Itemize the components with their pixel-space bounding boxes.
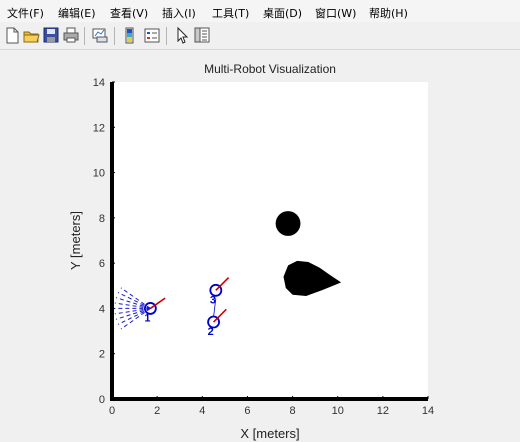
- obstacle-circle: [275, 211, 301, 236]
- robot-heading-line: [213, 308, 227, 323]
- property-inspector-icon[interactable]: [193, 26, 211, 44]
- x-tick-label: 2: [154, 405, 160, 417]
- x-tick-label: 14: [422, 405, 434, 417]
- lidar-ray: [117, 307, 151, 325]
- y-tick-label: 4: [99, 303, 105, 315]
- robot-id-label: 1: [144, 312, 150, 324]
- x-tick-label: 4: [199, 405, 205, 417]
- y-tick-label: 12: [93, 122, 105, 134]
- toolbar-separator: [84, 27, 85, 45]
- robot-1: 1: [114, 287, 166, 330]
- robot-3: 3: [209, 277, 230, 306]
- chart-title: Multi-Robot Visualization: [204, 62, 336, 76]
- y-tick-label: 0: [99, 394, 105, 406]
- lidar-ray: [115, 297, 151, 309]
- robot-body: [143, 302, 157, 315]
- axes-background: [112, 82, 428, 399]
- menu-item-6[interactable]: 窗口(W): [315, 7, 357, 20]
- robot-body: [209, 283, 223, 297]
- new-file-icon[interactable]: [3, 26, 21, 44]
- x-tick-label: 6: [244, 405, 250, 417]
- lidar-ray: [120, 308, 151, 330]
- menu-item-4[interactable]: 工具(T): [212, 7, 250, 20]
- y-axis-label: Y [meters]: [68, 211, 83, 270]
- robot-id-label: 3: [210, 294, 216, 306]
- toolbar-separator: [166, 27, 167, 45]
- menu-item-1[interactable]: 编辑(E): [58, 7, 96, 20]
- y-tick-label: 14: [93, 77, 105, 89]
- x-tick-label: 10: [332, 405, 344, 417]
- x-axis-label: X [meters]: [240, 426, 299, 441]
- robot-id-label: 2: [208, 326, 214, 338]
- menu-item-7[interactable]: 帮助(H): [369, 7, 408, 20]
- x-tick-label: 0: [109, 405, 115, 417]
- menu-item-0[interactable]: 文件(F): [7, 7, 44, 20]
- lidar-ray: [114, 302, 151, 309]
- robot-link-line: [213, 298, 217, 318]
- menu-item-5[interactable]: 桌面(D): [263, 7, 303, 20]
- menu-bar: 文件(F) 编辑(E) 查看(V) 插入(I) 工具(T) 桌面(D) 窗口(W) 帮助(H): [0, 0, 520, 22]
- y-tick-label: 6: [99, 258, 105, 270]
- y-tick-label: 2: [99, 349, 105, 361]
- pointer-icon[interactable]: [173, 26, 191, 44]
- figure-area: 0 2 4 6 8 10 12 14 0 2 4 6 8 10 12 14 Multi-Robot Visual…: [0, 50, 520, 442]
- legend-icon[interactable]: [143, 26, 161, 44]
- colorbar-icon[interactable]: [121, 26, 139, 44]
- menu-item-3[interactable]: 插入(I): [162, 7, 196, 20]
- lidar-ray: [117, 292, 151, 309]
- x-tick-label: 8: [290, 405, 296, 417]
- lidar-ray: [114, 307, 151, 315]
- toolbar: [0, 23, 520, 50]
- toolbar-separator: [114, 27, 115, 45]
- obstacle-blob: [283, 260, 342, 296]
- y-tick-label: 10: [93, 168, 105, 180]
- lidar-ray: [115, 307, 151, 320]
- robot-heading-line: [215, 277, 230, 291]
- lidar-ray: [120, 287, 151, 309]
- y-tick-label: 8: [99, 213, 105, 225]
- x-tick-label: 12: [377, 405, 389, 417]
- menu-item-2[interactable]: 查看(V): [110, 7, 149, 20]
- save-icon[interactable]: [42, 26, 60, 44]
- link-plot-icon[interactable]: [91, 26, 109, 44]
- open-folder-icon[interactable]: [22, 26, 40, 44]
- robot-heading-line: [149, 297, 166, 310]
- print-icon[interactable]: [62, 26, 80, 44]
